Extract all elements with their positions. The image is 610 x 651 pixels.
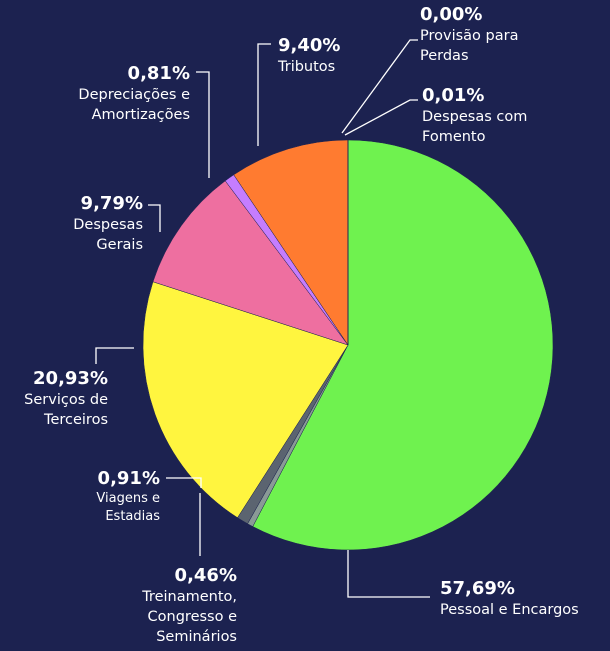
leader-line: [341, 39, 418, 134]
leader-line: [166, 477, 202, 488]
slice-label: 0,01% Despesas com Fomento: [422, 85, 562, 147]
slice-label: 9,40% Tributos: [278, 35, 398, 77]
pie-slice: [252, 139, 554, 551]
leader-line: [347, 550, 430, 598]
slice-label: 0,00% Provisão para Perdas: [420, 4, 560, 66]
percent-label: 20,93%: [33, 368, 108, 389]
category-label: Depreciações e Amortizações: [78, 87, 190, 123]
slice-label: 9,79% Despesas Gerais: [50, 193, 143, 255]
percent-label: 0,81%: [127, 63, 190, 84]
slice-label: 57,69% Pessoal e Encargos: [440, 578, 610, 620]
percent-label: 9,79%: [80, 193, 143, 214]
category-label: Serviços de Terceiros: [24, 392, 108, 428]
leader-line: [148, 204, 161, 232]
leader-line: [95, 347, 134, 364]
category-label: Provisão para Perdas: [420, 28, 519, 64]
percent-label: 57,69%: [440, 578, 515, 599]
leader-line: [196, 71, 210, 178]
percent-label: 0,91%: [97, 468, 160, 489]
percent-label: 9,40%: [278, 35, 341, 56]
pie-slice: [152, 180, 349, 346]
slice-label: 0,91% Viagens e Estadias: [70, 468, 160, 526]
leader-line: [344, 99, 418, 136]
category-label: Despesas com Fomento: [422, 109, 528, 145]
percent-label: 0,00%: [420, 4, 483, 25]
pie-slice: [233, 139, 349, 346]
slice-label: 20,93% Serviços de Terceiros: [0, 368, 108, 430]
category-label: Tributos: [278, 59, 336, 75]
percent-label: 0,46%: [174, 565, 237, 586]
category-label: Treinamento, Congresso e Seminários: [142, 589, 237, 645]
category-label: Despesas Gerais: [73, 217, 143, 253]
slice-label: 0,46% Treinamento, Congresso e Seminários: [117, 565, 237, 647]
percent-label: 0,01%: [422, 85, 485, 106]
category-label: Pessoal e Encargos: [440, 602, 579, 618]
leader-line: [257, 43, 271, 146]
slice-label: 0,81% Depreciações e Amortizações: [40, 63, 190, 125]
pie-slice: [142, 281, 349, 519]
category-label: Viagens e Estadias: [96, 491, 160, 524]
